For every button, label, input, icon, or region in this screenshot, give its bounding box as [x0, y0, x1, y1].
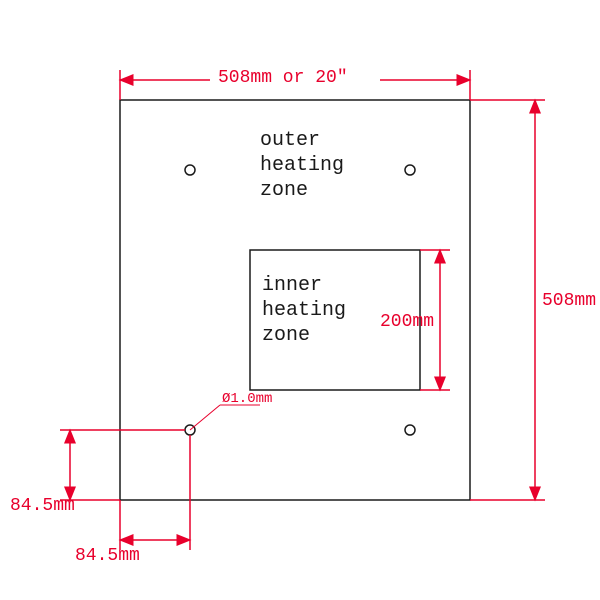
dim-bottom-offset-label: 84.5mm: [75, 546, 140, 566]
outer-zone-label-1: outer: [260, 129, 320, 152]
outer-zone-label-3: zone: [260, 179, 308, 202]
dim-inner-height-label: 200mm: [380, 312, 434, 332]
hole-bottom-right: [405, 425, 415, 435]
hole-callout-label: Ø1.0mm: [222, 391, 272, 407]
dim-right-height-label: 508mm: [542, 291, 596, 311]
hole-top-right: [405, 165, 415, 175]
drawing-canvas: outer heating zone inner heating zone 50…: [0, 0, 600, 600]
hole-leader-1: [190, 405, 220, 430]
inner-zone-label-1: inner: [262, 274, 322, 297]
dim-left-offset-label: 84.5mm: [10, 496, 75, 516]
inner-zone-label-3: zone: [262, 324, 310, 347]
hole-top-left: [185, 165, 195, 175]
outer-zone-label-2: heating: [260, 154, 344, 177]
dim-top-width-label: 508mm or 20": [218, 68, 348, 88]
inner-zone-label-2: heating: [262, 299, 346, 322]
